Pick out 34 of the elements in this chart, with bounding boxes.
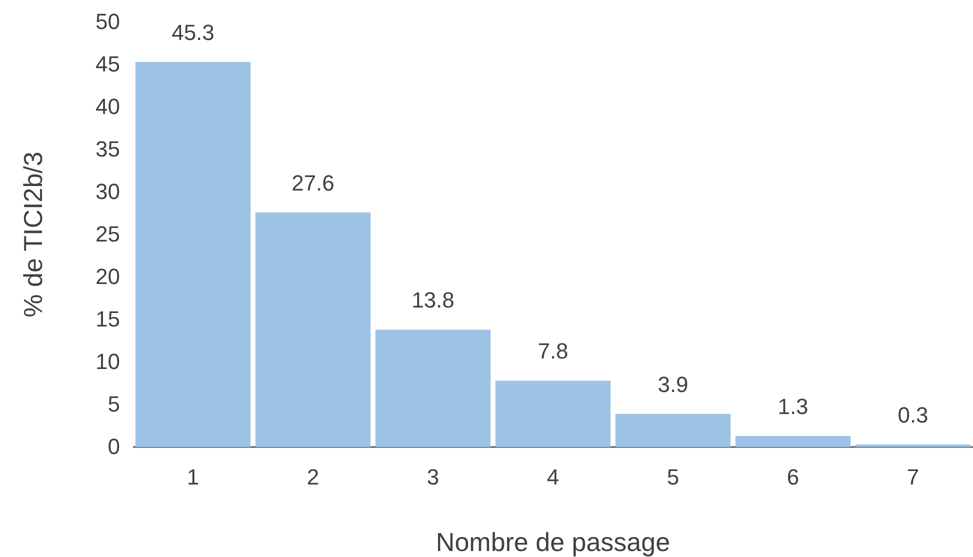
- x-tick-label: 6: [786, 464, 800, 490]
- x-axis-title: Nombre de passage: [436, 527, 670, 557]
- x-tick-label: 3: [426, 464, 440, 490]
- data-label: 3.9: [658, 372, 688, 397]
- bar: [255, 212, 371, 447]
- data-label: 45.3: [172, 20, 214, 45]
- data-label: 13.8: [412, 288, 454, 313]
- bar: [375, 330, 491, 447]
- x-tick-label: 2: [306, 464, 320, 490]
- y-tick-label: 35: [96, 136, 120, 162]
- bar: [615, 414, 731, 447]
- bar: [735, 436, 851, 447]
- y-tick-label: 50: [96, 9, 120, 34]
- data-label: 0.3: [898, 402, 928, 428]
- y-tick-label: 10: [96, 349, 120, 374]
- x-tick-label: 5: [666, 464, 680, 490]
- y-tick-label: 20: [96, 264, 120, 290]
- data-label: 1.3: [778, 394, 808, 419]
- bar: [495, 380, 611, 447]
- data-label: 27.6: [292, 170, 334, 196]
- y-tick-label: 5: [108, 392, 120, 417]
- y-axis-title: % de TICI2b/3: [18, 152, 48, 318]
- x-tick-label: 1: [186, 464, 200, 490]
- bar: [135, 62, 251, 447]
- y-tick-label: 0: [108, 434, 120, 460]
- y-tick-label: 40: [96, 94, 120, 120]
- x-tick-label: 4: [546, 464, 560, 490]
- bar: [855, 444, 971, 447]
- data-label: 7.8: [538, 338, 568, 364]
- y-tick-label: 30: [96, 179, 120, 204]
- y-tick-label: 45: [96, 52, 120, 77]
- y-tick-label: 25: [96, 222, 120, 247]
- y-tick-label: 15: [96, 306, 120, 332]
- x-tick-label: 7: [906, 464, 920, 490]
